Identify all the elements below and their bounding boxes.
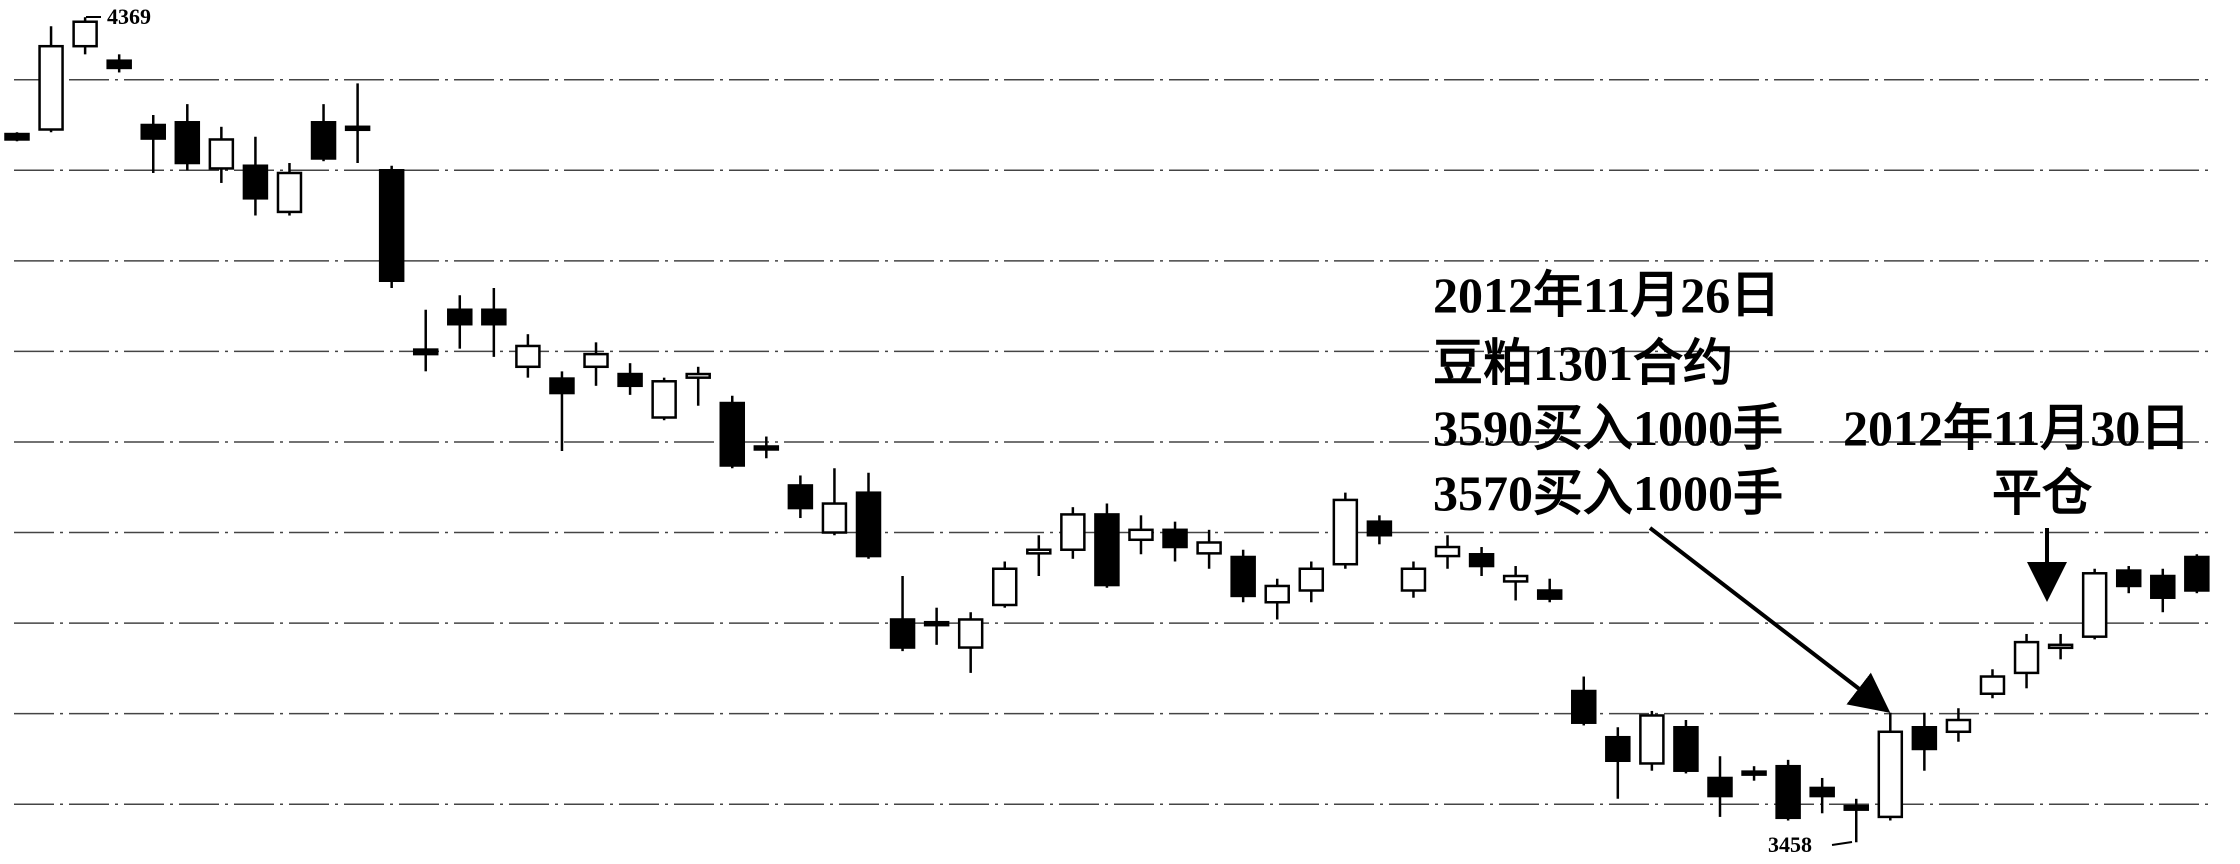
annotation: 3570买入1000手	[1433, 465, 1783, 521]
candle-body	[1128, 528, 1154, 542]
candle-body	[2115, 569, 2142, 588]
candle-body	[412, 348, 439, 356]
candle-body	[1911, 725, 1938, 751]
candle-body	[1332, 498, 1359, 566]
candle-body	[481, 308, 507, 326]
candle-body	[1605, 735, 1631, 763]
low-label: 3458	[1768, 832, 1812, 857]
candle-body	[1741, 770, 1767, 776]
candle-body	[310, 121, 337, 160]
candle-body	[1775, 764, 1801, 820]
candle-body	[1536, 589, 1563, 600]
annotation-arrow	[1831, 841, 1853, 846]
candle-body	[1298, 567, 1325, 592]
candle-body	[72, 20, 98, 48]
candle-body	[2184, 555, 2210, 592]
candle-body	[2150, 574, 2176, 599]
candles	[4, 17, 2210, 843]
candle-body	[242, 164, 269, 200]
candle-body	[685, 372, 711, 379]
candle-body	[991, 567, 1018, 607]
candle-body	[447, 308, 473, 326]
candle-body	[1094, 513, 1120, 587]
candle-body	[1673, 725, 1699, 772]
candle-body	[276, 171, 303, 214]
candle-body	[4, 132, 30, 141]
candle-body	[583, 352, 609, 369]
annotation: 2012年11月30日	[1843, 400, 2190, 456]
candle-body	[1468, 553, 1495, 568]
candle-body	[1979, 675, 2006, 695]
candle-body	[515, 344, 541, 369]
candle-body	[719, 401, 746, 467]
candle-body	[855, 491, 882, 558]
candle-body	[1162, 528, 1188, 549]
candle-body	[1571, 689, 1597, 724]
candle-body	[1843, 804, 1869, 811]
candle-body	[1366, 520, 1393, 537]
candle-body	[1877, 730, 1904, 819]
candle-body	[38, 44, 64, 131]
candle-body	[651, 380, 677, 419]
high-label: 4369	[107, 4, 151, 29]
candle-body	[753, 445, 780, 451]
candle-body	[2081, 572, 2108, 638]
candle-body	[957, 618, 984, 649]
candle-body	[617, 372, 643, 388]
candle-body	[821, 502, 848, 534]
annotation: 平仓	[1992, 465, 2093, 521]
annotation: 3590买入1000手	[1433, 400, 1783, 456]
candle-body	[2013, 640, 2040, 675]
candle-body	[106, 59, 132, 70]
candle-body	[1196, 541, 1222, 555]
candle-body	[1707, 776, 1733, 798]
candle-body	[174, 121, 201, 165]
annotation: 豆粕1301合约	[1433, 335, 1733, 391]
candle-body	[140, 123, 166, 140]
candle-body	[1264, 584, 1290, 604]
candle-body	[1026, 548, 1052, 555]
candle-body	[549, 377, 575, 395]
candle-body	[787, 484, 814, 510]
candle-body	[1434, 545, 1461, 558]
candle-body	[1400, 567, 1427, 592]
candle-body	[1502, 574, 1529, 583]
candle-body	[378, 169, 405, 283]
annotation-arrow	[1648, 526, 1891, 713]
candle-body	[344, 125, 371, 132]
candle-body	[1809, 786, 1835, 798]
candle-body	[1230, 555, 1256, 598]
candle-body	[923, 620, 950, 627]
annotation: 2012年11月26日	[1433, 267, 1780, 323]
candle-body	[2047, 643, 2074, 650]
candle-body	[1639, 714, 1665, 765]
candle-body	[1060, 513, 1086, 551]
candle-body	[889, 618, 916, 649]
candle-body	[1945, 718, 1972, 734]
candle-body	[208, 138, 235, 170]
